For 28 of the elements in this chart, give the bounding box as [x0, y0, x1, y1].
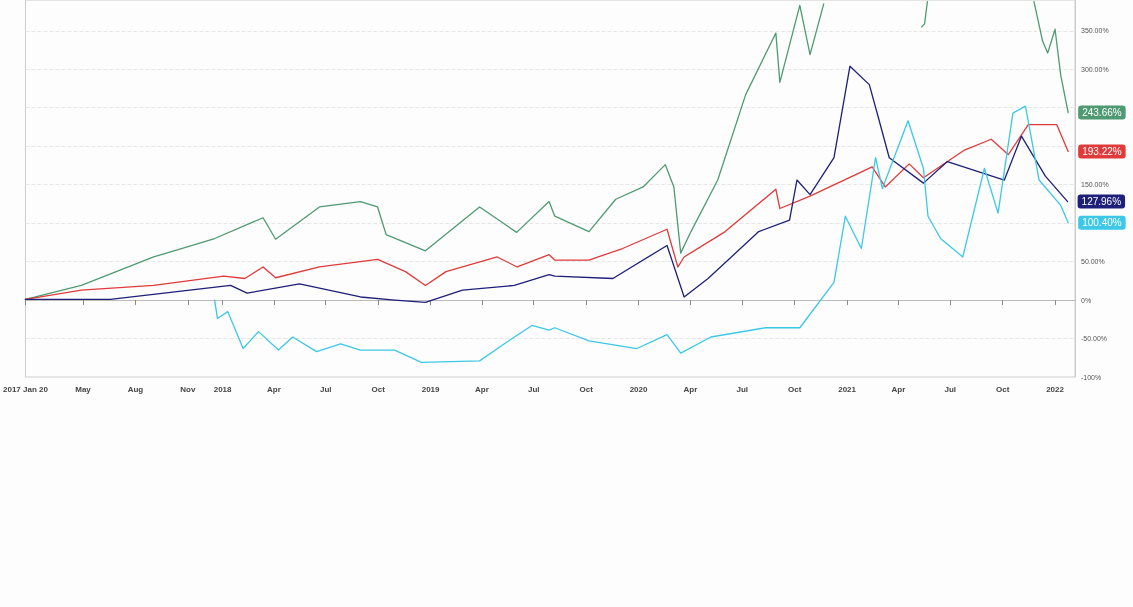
line-series: [24, 123, 1069, 300]
x-tick-label: Apr: [683, 384, 698, 394]
data-label: 193.22%: [1082, 145, 1122, 157]
x-tick-label: Jul: [736, 384, 749, 394]
x-tick-label: Nov: [180, 384, 196, 394]
x-tick-label: May: [75, 384, 92, 394]
x-tick-label: 2022: [1046, 384, 1065, 394]
x-tick-label: Apr: [267, 384, 281, 394]
x-tick-label: 2019: [421, 384, 441, 394]
x-tick-label: Aug: [127, 384, 144, 394]
x-tick-label: Oct: [579, 384, 594, 394]
line-series: [213, 105, 1069, 364]
x-tick-label: Oct: [788, 384, 802, 394]
x-tick-label: 2018: [213, 384, 233, 394]
x-tick-label: 2020: [629, 384, 648, 394]
x-tick-label: Apr: [891, 384, 906, 394]
data-label: 100.40%: [1082, 217, 1122, 229]
x-tick-label: 2021: [838, 384, 857, 394]
data-label: 243.66%: [1082, 107, 1122, 119]
x-tick-label: Jul: [527, 384, 540, 394]
data-label: 127.96%: [1081, 196, 1122, 208]
x-tick-label: 2017 Jan 20: [2, 384, 49, 394]
x-tick-label: Jul: [944, 384, 956, 394]
x-tick-label: Oct: [995, 384, 1010, 394]
x-tick-label: Jul: [319, 384, 332, 394]
x-tick-label: Apr: [474, 384, 489, 394]
line-series: [24, 65, 1069, 304]
x-tick-label: Oct: [371, 384, 386, 394]
